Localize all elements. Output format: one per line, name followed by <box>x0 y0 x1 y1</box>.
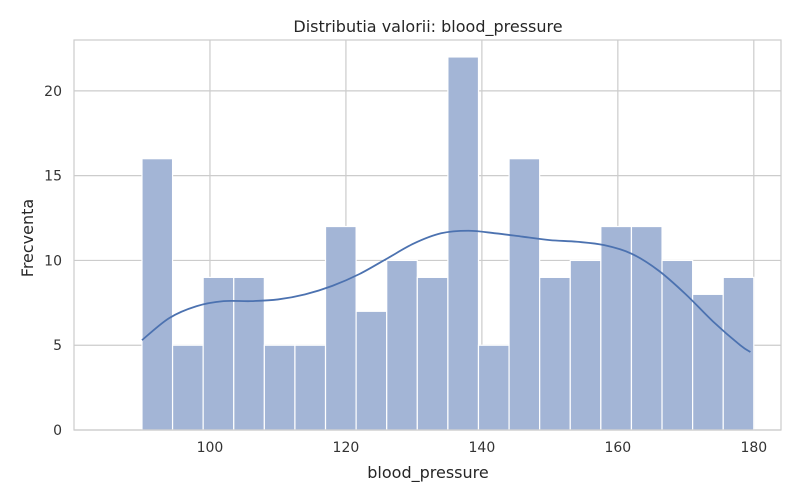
histogram-bar <box>447 56 480 431</box>
x-axis-ticks: 100 120 140 160 180 <box>197 440 768 456</box>
y-tick-label: 5 <box>53 338 62 354</box>
chart-title: Distributia valorii: blood_pressure <box>293 17 562 37</box>
histogram-bar <box>355 310 388 431</box>
x-tick-label: 160 <box>604 440 631 456</box>
plot-frame <box>73 39 782 431</box>
y-tick-label: 10 <box>44 253 62 269</box>
histogram-bar <box>569 259 602 431</box>
x-tick-label: 140 <box>469 440 496 456</box>
histogram-bar <box>630 225 663 431</box>
x-tick-label: 180 <box>740 440 767 456</box>
x-tick-label: 100 <box>197 440 224 456</box>
histogram-bar <box>692 293 724 431</box>
histogram-bar <box>722 276 755 431</box>
y-tick-label: 15 <box>44 169 62 185</box>
histogram-bar <box>600 225 633 431</box>
histogram-bar <box>141 158 174 431</box>
y-tick-label: 20 <box>44 84 62 100</box>
histogram-bars <box>141 56 755 431</box>
histogram-bar <box>661 259 694 431</box>
histogram-bar <box>508 158 541 431</box>
histogram-bar <box>539 276 571 431</box>
y-tick-label: 0 <box>53 423 62 439</box>
x-tick-label: 120 <box>333 440 360 456</box>
x-axis-label: blood_pressure <box>367 463 488 483</box>
histogram-bar <box>386 259 418 431</box>
kde-curve <box>141 229 751 353</box>
histogram-bar <box>324 225 357 431</box>
y-axis-label: Frecventa <box>18 199 37 277</box>
y-axis-ticks: 0 5 10 15 20 <box>44 84 62 439</box>
histogram-bar <box>416 276 449 431</box>
histogram-bar <box>477 344 510 431</box>
histogram-bar <box>263 344 296 431</box>
histogram-bar <box>294 344 327 431</box>
histogram-bar <box>171 344 204 431</box>
